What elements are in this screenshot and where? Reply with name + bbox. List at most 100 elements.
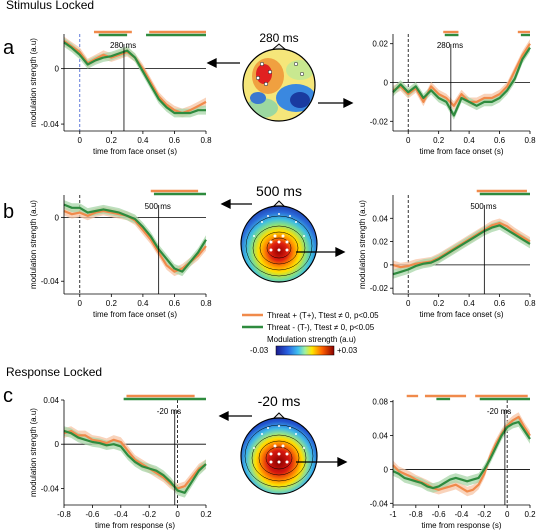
a-left-x-tick-label-2: 0.4	[137, 136, 149, 145]
a-left-x-tick-label-3: 0.6	[169, 136, 181, 145]
b-right-marker-label: 500 ms	[470, 202, 496, 211]
a-left-marker-label: 280 ms	[110, 41, 136, 50]
a-right-x-label: time from face onset (s)	[419, 147, 503, 156]
c-right-y-tick-label-2: 0.04	[372, 432, 388, 441]
a-left-x-tick-label-1: 0.2	[106, 136, 118, 145]
c-right-x-tick-label-0: -1	[389, 510, 397, 519]
c-right-x-tick-label-6: 0.2	[524, 510, 536, 519]
b-right-x-tick-label-0: 0	[406, 299, 411, 308]
c-right-x-tick-label-3: -0.4	[455, 510, 469, 519]
b-right-y-tick-label-3: 0.04	[372, 214, 388, 223]
c-left-y-tick-label-0: -0.04	[41, 484, 60, 493]
a-right-marker-label: 280 ms	[437, 41, 463, 50]
arrows	[206, 57, 354, 468]
chart-a-right: 280 ms 0 0.2 0.4 0.6 0.8 -0.02 0 0.02 time from f…	[370, 30, 536, 156]
a-left-x-tick-label-0: 0	[78, 136, 83, 145]
chart-c-right: -20 ms -1 -0.8 -0.6 -0.4 -0.2 0 0.2 -0.04 0 0.04 0.…	[370, 394, 536, 530]
b-left-x-tick-label-0: 0	[78, 299, 83, 308]
a-left-y-tick-label-1: 0	[55, 65, 60, 74]
a-left-y-tick-label-0: -0.04	[41, 120, 60, 129]
c-right-y-tick-label-1: 0	[384, 465, 389, 474]
c-left-x-tick-label-2: -0.4	[114, 510, 128, 519]
a-right-y-tick-label-2: 0.02	[372, 40, 388, 49]
c-right-x-tick-label-4: -0.2	[477, 510, 491, 519]
c-left-x-tick-label-3: -0.2	[142, 510, 156, 519]
a-right-y-tick-label-1: 0	[384, 79, 389, 88]
c-left-x-tick-label-0: -0.8	[57, 510, 71, 519]
topomap-b: 500 ms	[240, 183, 318, 283]
b-right-x-tick-label-2: 0.4	[464, 299, 476, 308]
c-right-x-tick-label-5: 0	[505, 510, 510, 519]
b-left-y-tick-label-0: -0.04	[41, 277, 60, 286]
c-left-line-T+	[63, 429, 207, 490]
b-left-x-tick-label-4: 0.8	[200, 299, 212, 308]
a-left-line-T+	[63, 40, 207, 115]
b-right-x-label: time from face onset (s)	[419, 310, 503, 319]
a-right-x-tick-label-4: 0.8	[524, 136, 536, 145]
a-right-line-T-	[392, 46, 531, 117]
a-left-x-label: time from face onset (s)	[93, 147, 177, 156]
b-right-y-tick-label-2: 0.02	[372, 238, 388, 247]
b-left-y-tick-label-1: 0	[55, 213, 60, 222]
chart-c-left: -20 ms -0.8 -0.6 -0.4 -0.2 0 0.2 -0.04 0 0.04 time…	[29, 394, 212, 530]
a-right-x-tick-label-0: 0	[406, 136, 411, 145]
legend-label-threat-plus: Threat + (T+), Ttest ≠ 0, p<0.05	[267, 311, 379, 320]
a-left-x-tick-label-4: 0.8	[200, 136, 212, 145]
b-right-x-tick-label-4: 0.8	[524, 299, 536, 308]
a-right-x-tick-label-3: 0.6	[494, 136, 506, 145]
chart-b-left: 500 ms 0 0.2 0.4 0.6 0.8 -0.04 0 time from face …	[29, 189, 212, 319]
c-left-y-tick-label-2: 0.04	[43, 396, 59, 405]
b-right-y-label: modulation strength (a.u)	[358, 200, 367, 289]
colorbar	[275, 345, 335, 356]
c-right-x-label: time from response (s)	[421, 521, 501, 530]
c-left-marker-label: -20 ms	[157, 407, 181, 416]
c-right-marker-label: -20 ms	[487, 407, 511, 416]
b-left-x-label: time from face onset (s)	[93, 310, 177, 319]
b-left-marker-label: 500 ms	[145, 202, 171, 211]
a-left-y-label: modulation strength (a.u)	[29, 38, 38, 127]
topomap-a-title: 280 ms	[259, 31, 298, 45]
c-left-y-label: modulation strength (a.u)	[29, 408, 38, 497]
topomap-b-title: 500 ms	[256, 183, 302, 199]
a-right-y-tick-label-0: -0.02	[370, 117, 389, 126]
b-left-x-tick-label-3: 0.6	[169, 299, 181, 308]
a-right-x-tick-label-1: 0.2	[433, 136, 445, 145]
b-left-x-tick-label-2: 0.4	[137, 299, 149, 308]
c-right-band-T-	[393, 417, 530, 493]
topomap-a: 280 ms	[242, 31, 316, 122]
c-left-line-T-	[63, 429, 207, 494]
topomap-a-nose	[271, 43, 287, 51]
c-left-y-tick-label-1: 0	[55, 440, 60, 449]
legend-label-threat-minus: Threat - (T-), Ttest ≠ 0, p<0.05	[267, 323, 375, 332]
panel-letter-b: b	[3, 201, 14, 223]
c-left-x-label: time from response (s)	[95, 521, 175, 530]
section-title-stimulus: Stimulus Locked	[6, 0, 94, 12]
c-right-y-tick-label-0: -0.04	[370, 499, 389, 508]
section-title-response: Response Locked	[6, 365, 102, 379]
colorbar-title: Modulation strength (a.u)	[267, 335, 356, 344]
chart-b-right: 500 ms 0 0.2 0.4 0.6 0.8 -0.02 0 0.02 0.04 time fr…	[358, 189, 536, 319]
panel-letter-a: a	[3, 37, 15, 59]
c-right-y-tick-label-3: 0.08	[372, 398, 388, 407]
b-right-x-tick-label-3: 0.6	[494, 299, 506, 308]
legend: Threat + (T+), Ttest ≠ 0, p<0.05 Threat …	[242, 311, 379, 356]
b-left-x-tick-label-1: 0.2	[106, 299, 118, 308]
b-right-x-tick-label-1: 0.2	[433, 299, 445, 308]
a-right-x-tick-label-2: 0.4	[464, 136, 476, 145]
b-right-y-tick-label-1: 0	[384, 261, 389, 270]
b-right-y-tick-label-0: -0.02	[370, 284, 389, 293]
topomap-c-title: -20 ms	[258, 393, 301, 409]
b-right-line-T-	[392, 224, 531, 276]
c-left-x-tick-label-1: -0.6	[86, 510, 100, 519]
c-right-line-T+	[392, 415, 531, 493]
topomap-c: -20 ms	[240, 393, 318, 495]
c-right-x-tick-label-1: -0.8	[409, 510, 423, 519]
c-right-line-T-	[392, 420, 531, 490]
c-left-x-tick-label-4: 0	[175, 510, 180, 519]
c-right-x-tick-label-2: -0.6	[432, 510, 446, 519]
panel-letter-c: c	[3, 385, 13, 407]
a-left-line-T-	[63, 41, 206, 115]
b-left-y-label: modulation strength (a.u)	[29, 200, 38, 289]
b-left-line-T-	[63, 203, 207, 273]
